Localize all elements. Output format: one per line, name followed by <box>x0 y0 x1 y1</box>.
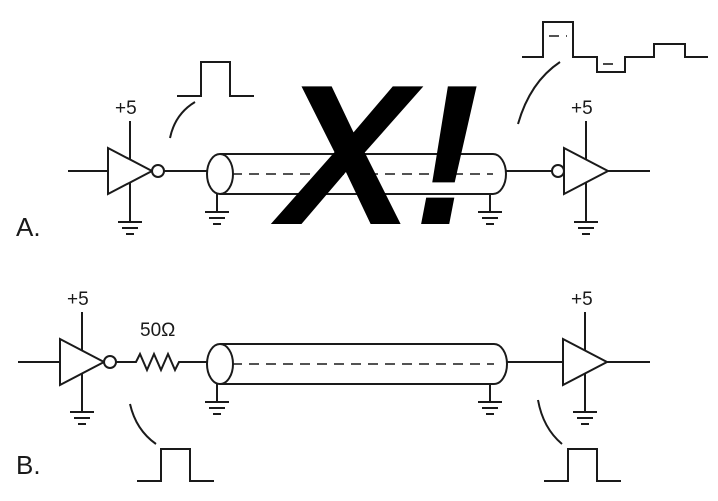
circuit-a-input-pulse <box>169 61 254 139</box>
circuit-a-driver-buffer <box>68 121 165 235</box>
circuit-b-output-pulse <box>537 399 621 482</box>
circuit-b-driver-buffer <box>18 312 117 425</box>
circuit-a-receiver-buffer <box>551 121 650 235</box>
circuit-b-coax-cable <box>205 343 563 415</box>
circuit-b-receiver-buffer <box>562 312 650 425</box>
circuit-a-coax-cable <box>164 153 552 225</box>
circuit-a-receiver-supply: +5 <box>571 98 593 119</box>
circuit-b: B. +5 50Ω <box>16 289 650 482</box>
circuit-a-label: A. <box>16 212 41 242</box>
circuit-b-series-resistor <box>116 351 207 373</box>
circuit-b-label: B. <box>16 450 41 480</box>
circuit-b-driver-supply: +5 <box>67 289 89 310</box>
circuit-b-input-pulse <box>129 403 214 482</box>
circuit-a: A. +5 <box>16 21 708 267</box>
circuit-a-driver-supply: +5 <box>115 98 137 119</box>
circuit-a-ringing-waveform <box>517 21 708 125</box>
circuit-a-failure-mark: X! <box>270 44 480 267</box>
circuit-b-receiver-supply: +5 <box>571 289 593 310</box>
circuit-b-resistor-value: 50Ω <box>140 320 175 341</box>
